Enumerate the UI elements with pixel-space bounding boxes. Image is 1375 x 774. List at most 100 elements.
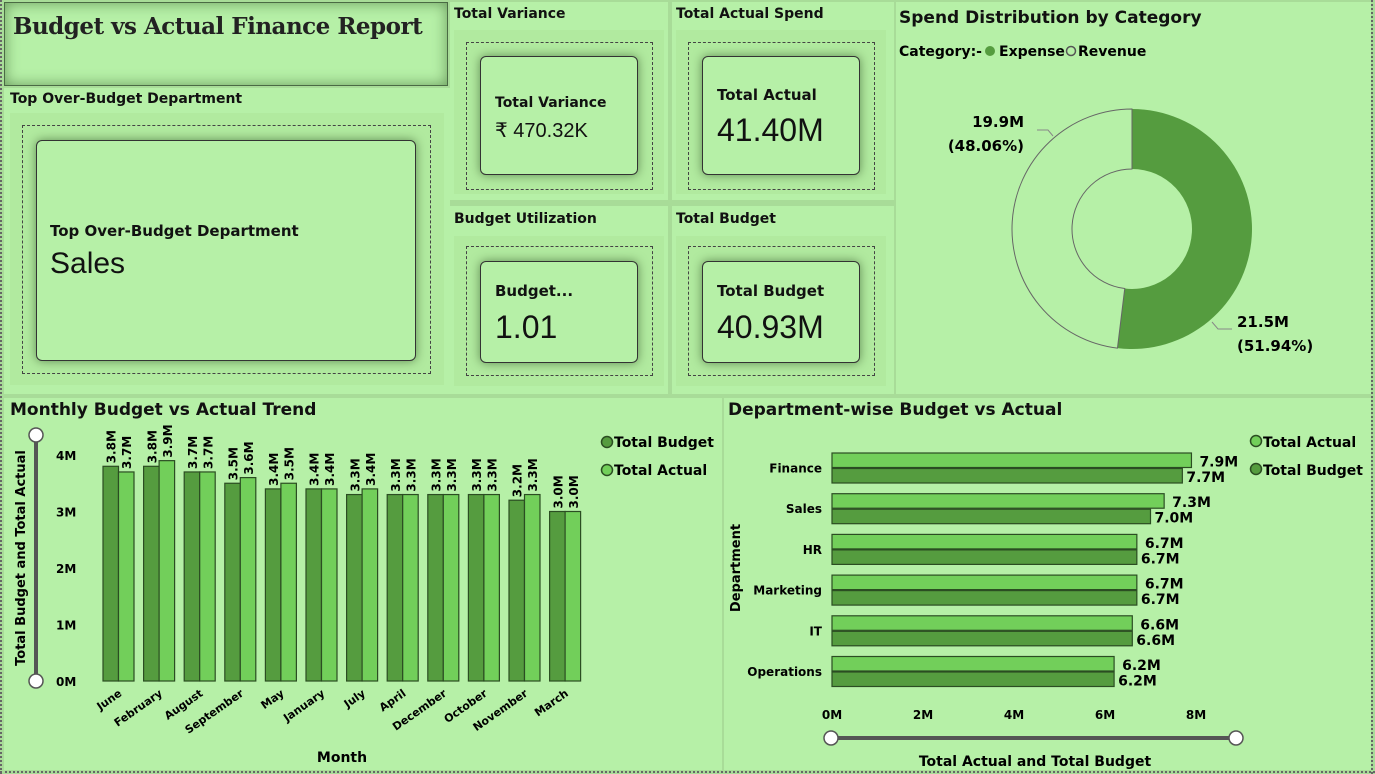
bar-budget[interactable]: [224, 482, 241, 682]
bar-actual[interactable]: [361, 488, 379, 682]
top-dept-card[interactable]: Top Over-Budget Department Sales: [36, 140, 416, 361]
bar-actual[interactable]: [831, 615, 1133, 631]
monthly-y-axis-title: Total Budget and Total Actual: [14, 450, 29, 666]
total-variance-header: Total Variance: [454, 6, 566, 22]
donut-slice-expense[interactable]: [1117, 109, 1252, 349]
bar-actual[interactable]: [564, 510, 582, 682]
monthly-x-axis-title: Month: [317, 750, 367, 766]
x-range-slider-left-handle[interactable]: [823, 730, 839, 746]
bar-value-label: 3.7M: [201, 436, 215, 469]
legend-dept-budget-label[interactable]: Total Budget: [1263, 463, 1363, 479]
bar-value-label: 6.6M: [1136, 633, 1175, 649]
total-budget-value: 40.93M: [717, 309, 824, 345]
x-tick-label: June: [94, 687, 125, 714]
budget-util-panel: Budget Utilization Budget... 1.01: [450, 206, 668, 394]
bar-budget[interactable]: [831, 549, 1138, 565]
total-variance-panel: Total Variance Total Variance ₹ 470.32K: [450, 2, 668, 200]
total-actual-value: 41.40M: [717, 112, 824, 148]
legend-total-actual-icon[interactable]: [600, 463, 614, 477]
bar-value-label: 3.2M: [511, 464, 525, 497]
bar-actual[interactable]: [831, 655, 1115, 672]
y-range-slider-top-handle[interactable]: [28, 427, 44, 443]
bar-actual[interactable]: [117, 471, 135, 682]
monthly-trend-panel: Monthly Budget vs Actual Trend 0M 1M 2M 3M 4…: [4, 398, 722, 770]
bar-actual[interactable]: [523, 493, 541, 682]
bar-actual[interactable]: [831, 493, 1165, 509]
bar-budget[interactable]: [831, 508, 1152, 525]
bar-budget[interactable]: [831, 671, 1115, 688]
bar-budget[interactable]: [183, 471, 201, 682]
monthly-trend-title: Monthly Budget vs Actual Trend: [10, 400, 317, 420]
y-tick-label: HR: [803, 543, 822, 557]
budget-util-header: Budget Utilization: [454, 211, 597, 227]
total-variance-card[interactable]: Total Variance ₹ 470.32K: [480, 56, 638, 175]
legend-revenue-icon[interactable]: [1065, 45, 1077, 57]
canvas-bottom-edge: [0, 771, 1375, 774]
bar-actual[interactable]: [831, 533, 1138, 550]
x-tick-label: July: [341, 687, 368, 711]
total-actual-card[interactable]: Total Actual 41.40M: [702, 56, 860, 175]
bar-actual[interactable]: [199, 471, 216, 682]
bar-actual[interactable]: [831, 574, 1138, 591]
y-range-slider-bottom-handle[interactable]: [28, 673, 44, 689]
bar-budget[interactable]: [102, 465, 120, 682]
legend-dept-actual-label[interactable]: Total Actual: [1263, 435, 1356, 451]
x-tick-label: 6M: [1095, 708, 1115, 722]
bar-budget[interactable]: [831, 590, 1138, 606]
report-title: Budget vs Actual Finance Report: [13, 13, 423, 40]
bar-actual[interactable]: [831, 452, 1193, 469]
dept-x-axis-title: Total Actual and Total Budget: [919, 754, 1152, 770]
legend-expense-icon[interactable]: [985, 46, 995, 56]
legend-dept-actual-icon[interactable]: [1249, 434, 1263, 448]
bar-value-label: 3.0M: [551, 475, 565, 508]
bar-value-label: 7.3M: [1172, 495, 1211, 511]
total-budget-card[interactable]: Total Budget 40.93M: [702, 261, 860, 363]
x-tick-label: April: [377, 687, 409, 714]
y-tick-label: 2M: [56, 562, 76, 576]
bar-budget[interactable]: [264, 488, 282, 682]
bar-budget[interactable]: [548, 510, 566, 682]
bar-value-label: 7.7M: [1186, 470, 1225, 486]
dept-y-axis-title: Department: [729, 524, 744, 612]
bar-value-label: 3.5M: [227, 447, 241, 480]
bar-actual[interactable]: [320, 488, 338, 682]
legend-expense-label[interactable]: Expense: [999, 44, 1065, 60]
budget-util-label: Budget...: [495, 282, 574, 300]
x-range-slider-right-handle[interactable]: [1228, 730, 1244, 746]
budget-util-value: 1.01: [495, 309, 558, 345]
bar-actual[interactable]: [158, 460, 176, 682]
legend-revenue-label[interactable]: Revenue: [1078, 44, 1146, 60]
revenue-value-label: 19.9M: [972, 113, 1024, 131]
x-tick-label: 2M: [913, 708, 933, 722]
bar-budget[interactable]: [305, 488, 323, 682]
total-actual-label: Total Actual: [717, 86, 817, 104]
legend-dept-budget-icon[interactable]: [1249, 462, 1263, 476]
bar-actual[interactable]: [442, 493, 460, 682]
budget-util-card[interactable]: Budget... 1.01: [480, 261, 638, 363]
legend-total-actual-label[interactable]: Total Actual: [614, 463, 707, 479]
bar-budget[interactable]: [386, 493, 404, 682]
bar-actual[interactable]: [483, 493, 500, 682]
bar-value-label: 3.4M: [364, 453, 378, 486]
bar-value-label: 6.7M: [1141, 551, 1180, 567]
donut-slice-revenue[interactable]: [1011, 108, 1133, 349]
x-tick-label: January: [280, 687, 327, 725]
revenue-pct-label: (48.06%): [948, 137, 1024, 155]
bar-budget[interactable]: [831, 630, 1133, 647]
bar-actual[interactable]: [402, 493, 419, 682]
total-actual-frame: [688, 42, 875, 190]
bar-actual[interactable]: [280, 482, 297, 682]
bar-budget[interactable]: [346, 493, 363, 682]
bar-budget[interactable]: [467, 493, 485, 682]
spend-distribution-panel: Spend Distribution by Category Category:…: [896, 2, 1371, 394]
bar-budget[interactable]: [427, 493, 444, 682]
bar-actual[interactable]: [239, 476, 257, 682]
canvas-right-edge: [1371, 0, 1374, 774]
bar-budget[interactable]: [831, 467, 1183, 484]
canvas-left-edge: [0, 0, 3, 774]
bar-budget[interactable]: [143, 465, 160, 682]
bar-budget[interactable]: [508, 499, 526, 682]
legend-total-budget-label[interactable]: Total Budget: [614, 435, 714, 451]
legend-total-budget-icon[interactable]: [600, 435, 614, 449]
